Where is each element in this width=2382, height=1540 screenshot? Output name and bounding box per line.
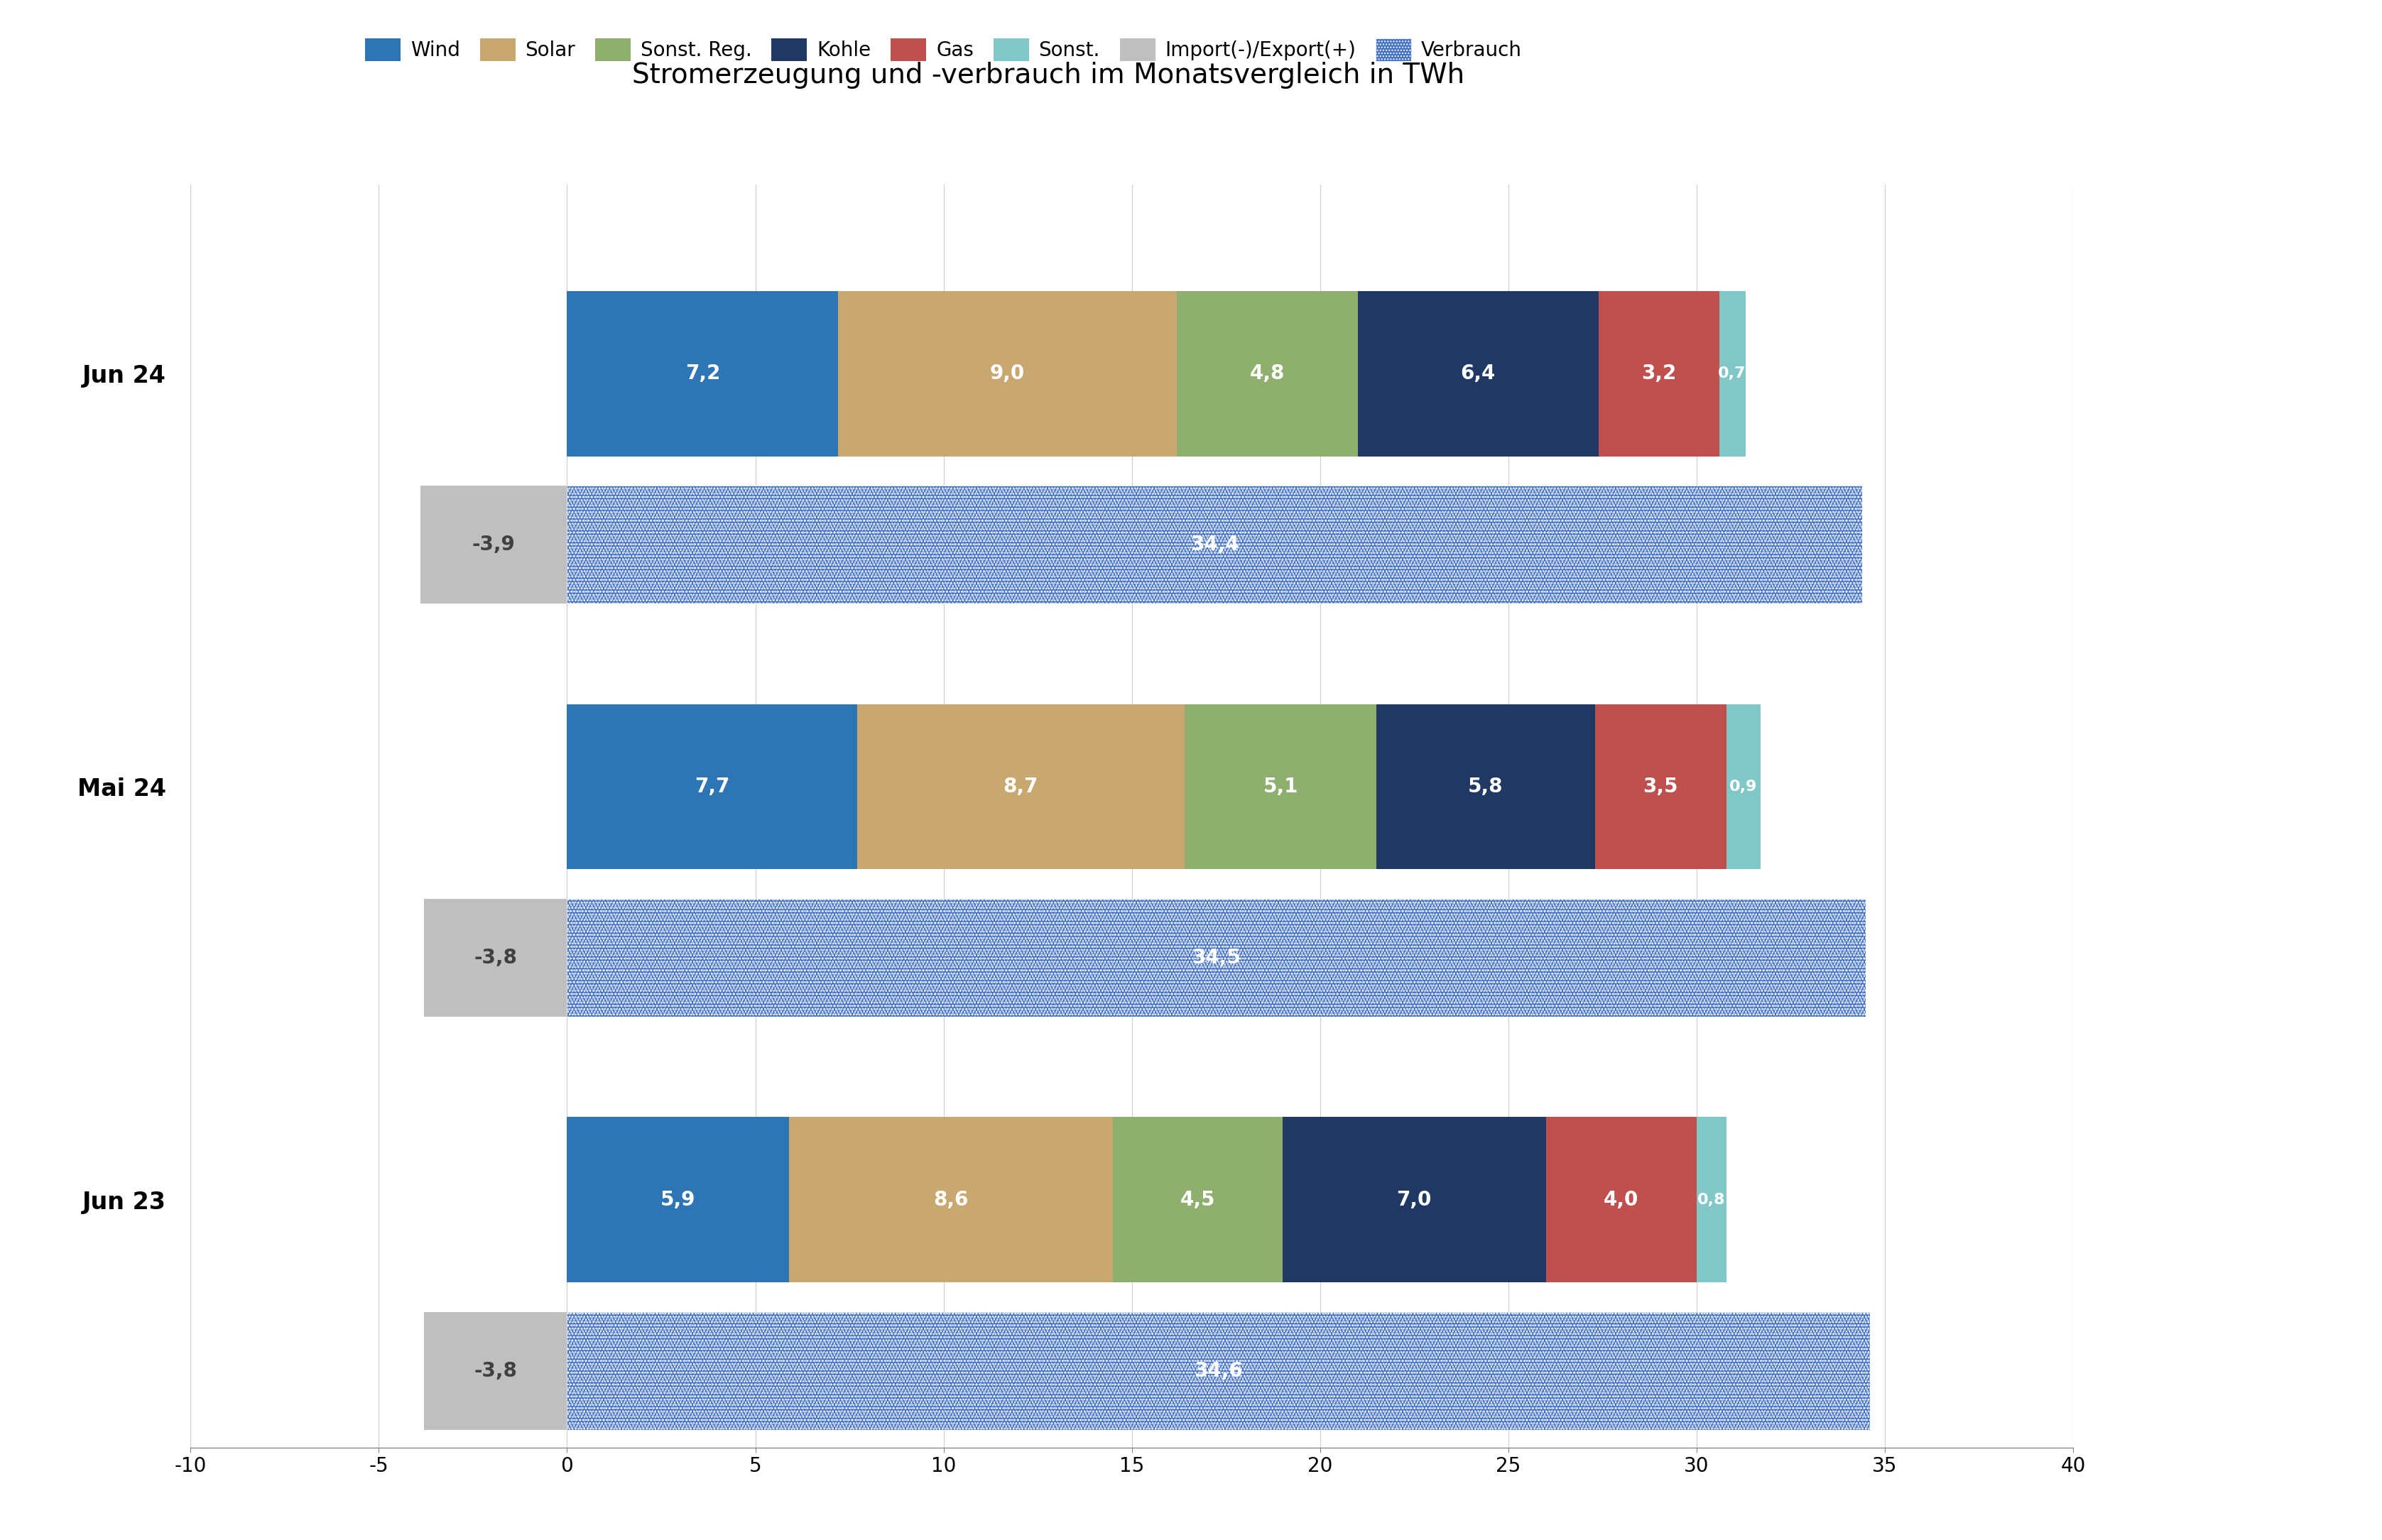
Text: 0,7: 0,7 [1717,367,1746,380]
Bar [567,485,1863,604]
Bar [567,704,858,869]
Bar [567,485,1863,604]
Bar [838,291,1177,456]
Bar [1358,291,1598,456]
Text: 8,6: 8,6 [934,1190,969,1210]
Bar [567,899,1865,1016]
Bar [424,899,567,1016]
Bar [1377,704,1594,869]
Bar [1598,291,1717,456]
Bar [1717,291,1746,456]
Text: 0,8: 0,8 [1696,1192,1725,1207]
Text: 34,6: 34,6 [1193,1361,1243,1381]
Bar [567,1116,788,1283]
Bar [424,1312,567,1431]
Bar [858,704,1184,869]
Text: 7,7: 7,7 [693,776,729,796]
Text: 4,0: 4,0 [1603,1190,1639,1210]
Bar [567,1312,1870,1431]
Text: 6,4: 6,4 [1460,363,1496,383]
Bar [1727,704,1760,869]
Text: 3,2: 3,2 [1641,363,1677,383]
Bar [567,291,838,456]
Text: 5,9: 5,9 [660,1190,696,1210]
Legend: Wind, Solar, Sonst. Reg., Kohle, Gas, Sonst., Import(-)/Export(+), Verbrauch: Wind, Solar, Sonst. Reg., Kohle, Gas, So… [357,31,1529,69]
Text: 34,5: 34,5 [1191,949,1241,967]
Bar [1546,1116,1696,1283]
Bar [1282,1116,1546,1283]
Bar [1177,291,1358,456]
Bar [1184,704,1377,869]
Bar [567,1312,1870,1431]
Text: -3,8: -3,8 [474,1361,517,1381]
Text: 4,8: 4,8 [1251,363,1284,383]
Bar [567,485,1863,604]
Text: 34,4: 34,4 [1191,534,1239,554]
Text: 5,8: 5,8 [1467,776,1503,796]
Bar [567,899,1865,1016]
Text: 7,0: 7,0 [1396,1190,1432,1210]
Bar [567,899,1865,1016]
Bar [1696,1116,1727,1283]
Bar [567,1312,1870,1431]
Text: Stromerzeugung und -verbrauch im Monatsvergleich in TWh: Stromerzeugung und -verbrauch im Monatsv… [631,62,1465,89]
Text: 5,1: 5,1 [1262,776,1298,796]
Text: 8,7: 8,7 [1003,776,1039,796]
Text: 3,5: 3,5 [1644,776,1677,796]
Text: 0,9: 0,9 [1729,779,1758,793]
Text: 7,2: 7,2 [686,363,719,383]
Text: 4,5: 4,5 [1179,1190,1215,1210]
Text: -3,8: -3,8 [474,949,517,967]
Text: 9,0: 9,0 [991,363,1024,383]
Bar [788,1116,1112,1283]
Bar [419,485,567,604]
Bar [1594,704,1727,869]
Bar [1112,1116,1282,1283]
Text: -3,9: -3,9 [472,534,515,554]
